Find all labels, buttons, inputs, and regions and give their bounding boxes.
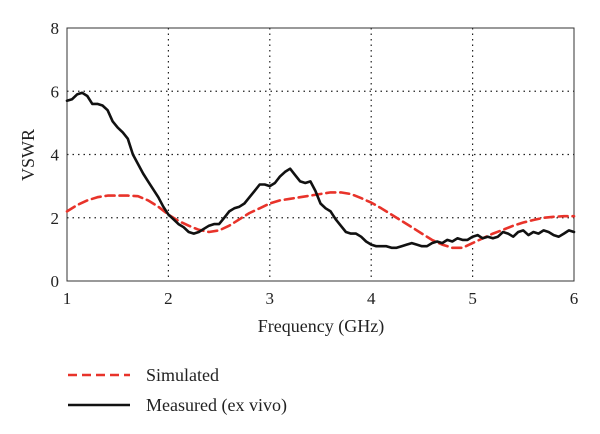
- y-tick-label: 6: [51, 82, 60, 101]
- legend: Simulated Measured (ex vivo): [68, 365, 287, 416]
- plot-frame: [66, 27, 575, 282]
- series-line-simulated: [65, 191, 576, 250]
- legend-label-simulated: Simulated: [146, 365, 219, 385]
- axes: [66, 27, 575, 282]
- x-tick-label: 5: [468, 289, 477, 308]
- legend-item-simulated: Simulated: [68, 365, 219, 385]
- x-tick-label: 6: [570, 289, 579, 308]
- legend-label-measured: Measured (ex vivo): [146, 395, 287, 416]
- series-lines: [65, 91, 576, 250]
- x-tick-label: 4: [367, 289, 376, 308]
- x-tick-label: 2: [164, 289, 173, 308]
- x-axis-title: Frequency (GHz): [258, 316, 384, 337]
- grid-lines: [67, 28, 574, 281]
- y-tick-label: 2: [51, 209, 60, 228]
- tick-labels: 1 2 3 4 5 6 0 2 4 6 8: [51, 19, 579, 308]
- y-tick-label: 0: [51, 272, 60, 291]
- series-line-measured: [65, 91, 576, 250]
- y-axis-title: VSWR: [18, 129, 38, 181]
- y-tick-label: 8: [51, 19, 60, 38]
- legend-item-measured: Measured (ex vivo): [68, 395, 287, 416]
- x-tick-label: 3: [266, 289, 275, 308]
- y-tick-label: 4: [51, 146, 60, 165]
- x-tick-label: 1: [63, 289, 72, 308]
